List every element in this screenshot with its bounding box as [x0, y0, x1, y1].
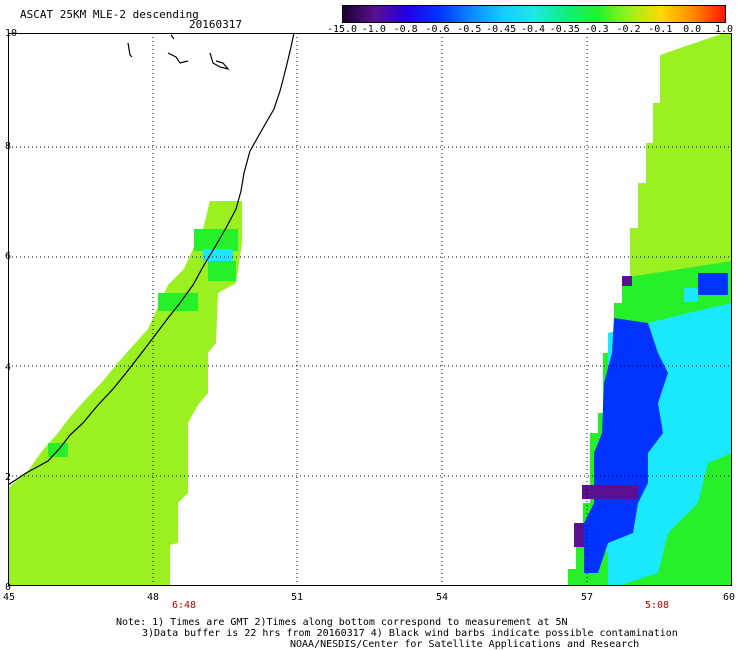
right-swath-purple: [582, 485, 638, 499]
colorbar-label: -0.8: [393, 24, 418, 35]
colorbar-label: -0.3: [584, 24, 609, 35]
map-date: 20160317: [189, 18, 242, 31]
island-4: [170, 34, 175, 40]
x-tick-48: 48: [146, 592, 160, 603]
colorbar-label: -0.35: [549, 24, 580, 35]
right-swath-patch: [684, 288, 698, 302]
colorbar: [342, 5, 726, 23]
note-line-1: Note: 1) Times are GMT 2)Times along bot…: [116, 617, 568, 628]
x-tick-57: 57: [580, 592, 594, 603]
island-2: [167, 52, 189, 64]
left-swath-patch: [208, 261, 236, 281]
x-tick-51: 51: [290, 592, 304, 603]
right-swath-patch: [698, 273, 728, 295]
y-tick-2: 2: [5, 472, 12, 483]
left-swath-patch: [194, 229, 238, 251]
colorbar-label: -0.1: [648, 24, 673, 35]
right-swath-blue: [584, 318, 668, 573]
colorbar-label: 1.0: [714, 24, 734, 35]
note-line-3: NOAA/NESDIS/Center for Satellite Applica…: [290, 639, 640, 650]
right-swath-purple: [574, 523, 584, 547]
colorbar-label: -1.0: [361, 24, 386, 35]
y-tick-0: 0: [5, 582, 12, 593]
note-line-2: 3)Data buffer is 22 hrs from 20160317 4)…: [142, 628, 678, 639]
colorbar-label: 0.0: [683, 24, 702, 35]
pass-time-left: 6:48: [171, 600, 197, 611]
grid-lines: [8, 33, 732, 586]
left-swath-patch: [203, 249, 233, 261]
left-swath-patch: [158, 293, 198, 311]
island-3: [209, 52, 230, 71]
map-plot: [8, 33, 732, 586]
y-tick-4: 4: [5, 362, 12, 373]
island-1: [127, 42, 133, 58]
colorbar-label: -15.0: [326, 24, 358, 35]
colorbar-label: -0.4: [520, 24, 546, 35]
y-tick-8: 8: [5, 141, 12, 152]
colorbar-label: -0.45: [486, 24, 517, 35]
map-title: ASCAT 25KM MLE-2 descending: [20, 8, 199, 21]
plot-border: [8, 33, 732, 586]
colorbar-label: -0.6: [425, 24, 450, 35]
y-tick-10: 10: [5, 28, 18, 39]
swath-right: [568, 33, 732, 586]
y-tick-6: 6: [5, 251, 12, 262]
pass-time-right: 5:08: [644, 600, 670, 611]
x-tick-54: 54: [435, 592, 449, 603]
swath-left: [8, 201, 242, 586]
colorbar-label: -0.5: [457, 24, 482, 35]
right-swath-purple: [622, 276, 632, 286]
x-tick-60: 60: [722, 592, 736, 603]
x-tick-45: 45: [2, 592, 16, 603]
colorbar-label: -0.2: [616, 24, 641, 35]
coastline: [8, 33, 295, 486]
